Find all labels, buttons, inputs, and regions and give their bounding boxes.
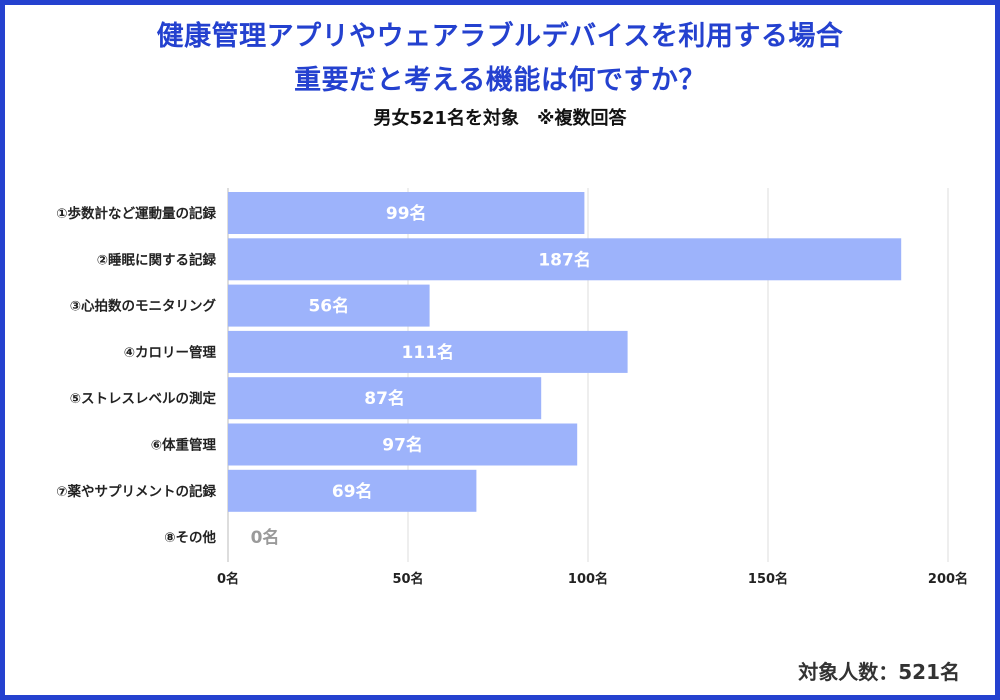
bar-value-label: 0名: [251, 527, 280, 548]
category-label: ①歩数計など運動量の記録: [56, 205, 216, 222]
bar-value-label: 111名: [402, 342, 455, 363]
bar: [228, 284, 430, 327]
category-label: ⑦薬やサプリメントの記録: [56, 483, 216, 500]
category-label: ⑥体重管理: [151, 437, 217, 454]
x-tick-label: 150名: [748, 571, 788, 587]
bar-value-label: 99名: [386, 203, 427, 224]
chart-title-line-1: 健康管理アプリやウェアラブルデバイスを利用する場合: [156, 21, 844, 52]
chart-subtitle: 男女521名を対象 ※複数回答: [373, 108, 627, 129]
category-label: ③心拍数のモニタリング: [70, 298, 217, 315]
category-label: ④カロリー管理: [124, 344, 217, 361]
bar-value-label: 97名: [382, 435, 423, 456]
category-label: ②睡眠に関する記録: [97, 251, 217, 268]
chart-title-line-2: 重要だと考える機能は何ですか？: [294, 65, 706, 96]
bar: [228, 330, 628, 373]
category-label: ⑧その他: [164, 529, 216, 546]
bar: [228, 423, 578, 466]
bar-value-label: 187名: [538, 249, 591, 270]
bar-value-label: 56名: [308, 296, 349, 317]
bar: [228, 469, 477, 512]
x-tick-label: 0名: [217, 571, 239, 587]
bar-value-label: 69名: [332, 481, 373, 502]
bar: [228, 377, 542, 420]
x-tick-label: 100名: [568, 571, 608, 587]
respondent-count: 対象人数：521名: [798, 660, 960, 684]
x-tick-label: 200名: [928, 571, 968, 587]
category-label: ⑤ストレスレベルの測定: [70, 390, 217, 407]
bar: [228, 238, 902, 281]
bar: [228, 192, 585, 234]
x-tick-label: 50名: [392, 571, 423, 587]
bar-value-label: 87名: [364, 388, 405, 409]
